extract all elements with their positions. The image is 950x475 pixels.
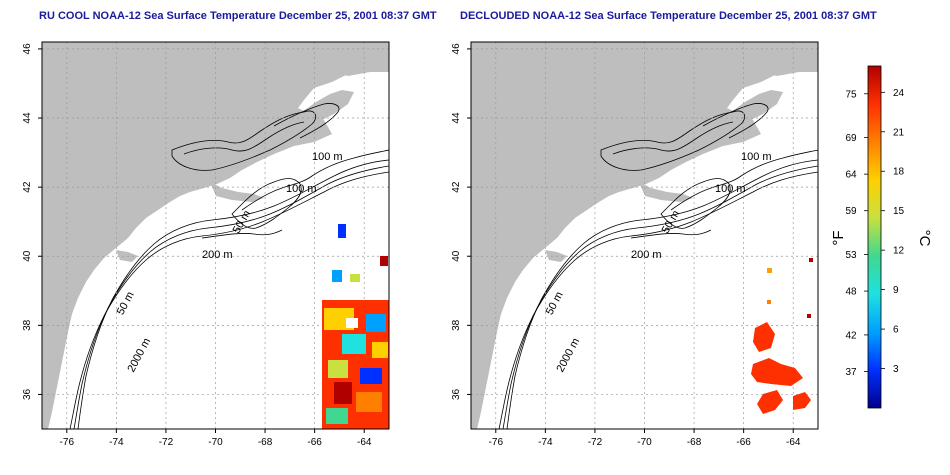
right-axes: -76 -74 -72 -70 -68 -66 -64 46 44 42 40 38 36	[451, 43, 801, 448]
left-panel-title: RU COOL NOAA-12 Sea Surface Temperature …	[39, 10, 437, 22]
fahrenheit-tick-label: 53	[845, 250, 857, 261]
fahrenheit-unit-label: °F	[830, 230, 847, 245]
celsius-tick-label: 21	[893, 127, 905, 138]
right-sst-blobs	[751, 258, 813, 414]
celsius-tick-label: 18	[893, 167, 905, 178]
x-tick-label: -74	[538, 437, 553, 448]
celsius-tick-label: 24	[893, 88, 905, 99]
x-tick-label: -72	[588, 437, 603, 448]
contour-label: 200 m	[631, 249, 662, 261]
y-tick-label: 40	[22, 250, 33, 262]
x-tick-label: -76	[489, 437, 504, 448]
left-sst-patch	[322, 224, 389, 429]
y-tick-label: 36	[451, 388, 462, 400]
y-tick-label: 40	[451, 250, 462, 262]
celsius-unit-label: °C	[916, 230, 933, 247]
x-tick-label: -68	[258, 437, 273, 448]
x-tick-label: -66	[307, 437, 322, 448]
fahrenheit-tick-label: 75	[845, 89, 857, 100]
fahrenheit-tick-label: 48	[845, 287, 857, 298]
y-tick-label: 42	[451, 181, 462, 193]
colorbar: 24 21 18 15 12 9 6 3 75 69 64 59 53 48 42 37 °F °C	[830, 65, 933, 409]
right-panel-title: DECLOUDED NOAA-12 Sea Surface Temperatur…	[460, 10, 877, 22]
y-tick-label: 44	[451, 112, 462, 124]
celsius-tick-label: 15	[893, 206, 905, 217]
y-tick-label: 46	[22, 43, 33, 55]
fahrenheit-tick-label: 59	[845, 206, 857, 217]
contour-label: 200 m	[202, 249, 233, 261]
celsius-tick-label: 3	[893, 364, 899, 375]
y-tick-label: 38	[451, 319, 462, 331]
contour-label: 100 m	[286, 183, 317, 195]
y-tick-label: 44	[22, 112, 33, 124]
x-tick-label: -70	[208, 437, 223, 448]
y-tick-label: 36	[22, 388, 33, 400]
left-axes: -76 -74 -72 -70 -68 -66 -64 46 44 42 40 38 36	[22, 43, 372, 448]
x-tick-label: -76	[60, 437, 75, 448]
fahrenheit-tick-label: 69	[845, 133, 857, 144]
fahrenheit-tick-label: 64	[845, 170, 857, 181]
celsius-tick-label: 6	[893, 325, 899, 336]
x-tick-label: -64	[357, 437, 372, 448]
fahrenheit-tick-label: 37	[845, 367, 857, 378]
x-tick-label: -66	[736, 437, 751, 448]
x-tick-label: -68	[687, 437, 702, 448]
celsius-tick-label: 12	[893, 246, 905, 257]
left-map: 100 m 100 m 50 m 200 m 50 m 2000 m	[41, 41, 390, 430]
x-tick-label: -64	[786, 437, 801, 448]
y-tick-label: 46	[451, 43, 462, 55]
colorbar-ticks: 24 21 18 15 12 9 6 3 75 69 64 59 53 48 42 37	[845, 88, 904, 378]
celsius-tick-label: 9	[893, 285, 899, 296]
x-tick-label: -70	[637, 437, 652, 448]
y-tick-label: 38	[22, 319, 33, 331]
colorbar-bar	[867, 65, 882, 409]
contour-label: 100 m	[312, 151, 343, 163]
contour-label: 100 m	[741, 151, 772, 163]
x-tick-label: -74	[109, 437, 124, 448]
right-map: 100 m 100 m 50 m 200 m 50 m 2000 m	[470, 41, 819, 430]
x-tick-label: -72	[159, 437, 174, 448]
y-tick-label: 42	[22, 181, 33, 193]
fahrenheit-tick-label: 42	[845, 330, 857, 341]
contour-label: 100 m	[715, 183, 746, 195]
